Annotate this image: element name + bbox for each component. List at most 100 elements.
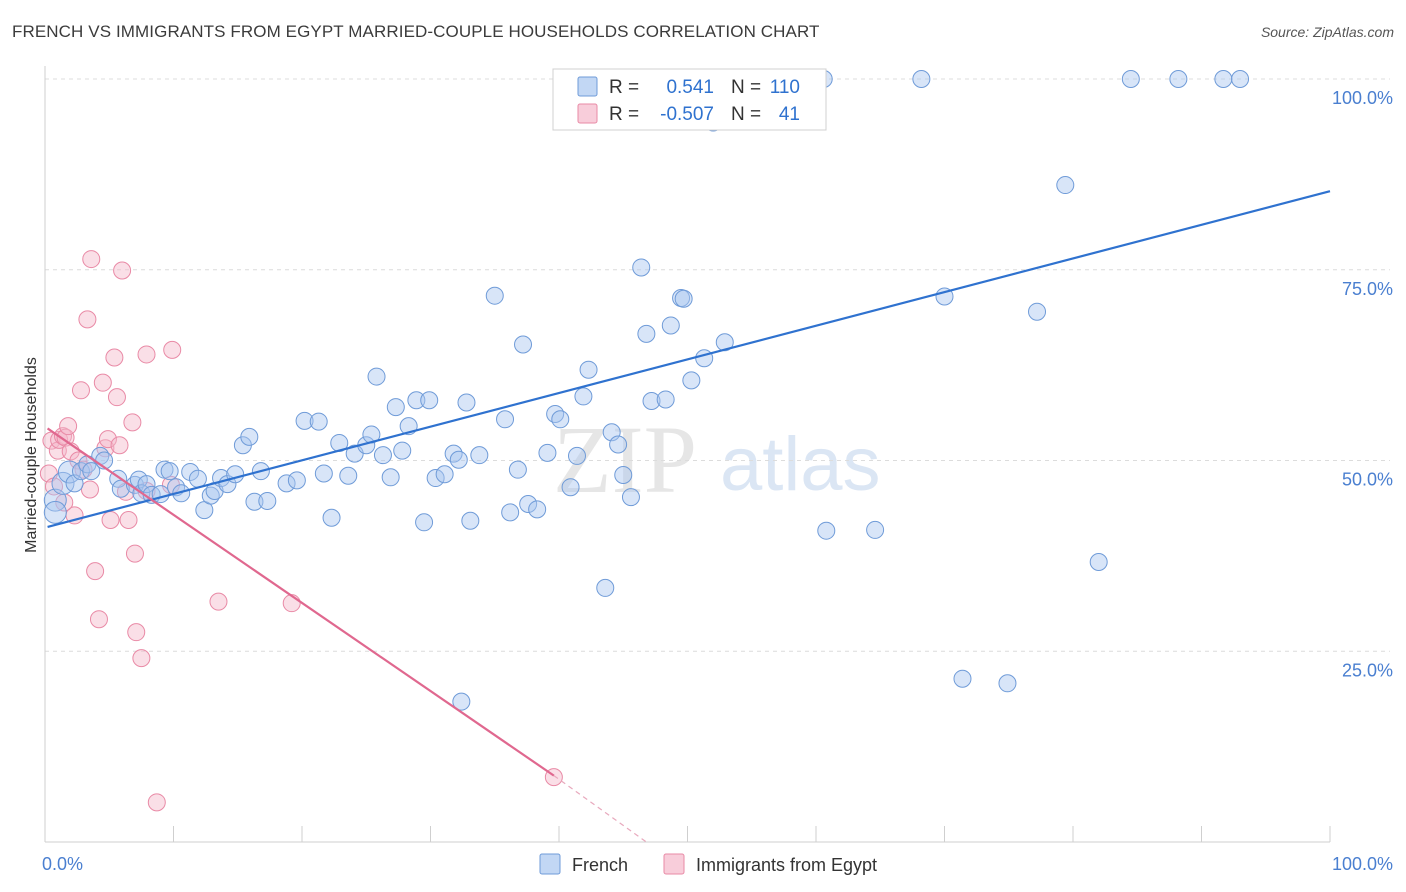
french-point: [43, 500, 67, 524]
french-point: [452, 692, 471, 711]
french-r-value: 0.541: [666, 77, 714, 98]
french-point: [367, 367, 386, 386]
egypt-point: [107, 388, 126, 407]
french-point: [817, 521, 836, 540]
egypt-point: [132, 649, 151, 668]
french-point: [485, 286, 504, 305]
french-point: [295, 411, 314, 430]
egypt-point: [125, 544, 144, 563]
french-point: [314, 464, 333, 483]
egypt-point: [209, 592, 228, 611]
french-point: [111, 479, 130, 498]
egypt-point: [163, 340, 182, 359]
french-point: [71, 462, 90, 481]
x-tick-label-1: 100.0%: [1332, 854, 1393, 874]
egypt-point: [86, 562, 105, 581]
french-point: [309, 412, 328, 431]
egypt-n-label: N =: [731, 104, 761, 125]
french-point: [181, 462, 200, 481]
french-point: [160, 462, 179, 481]
egypt-point: [137, 345, 156, 364]
y-tick-label-1: 50.0%: [1342, 470, 1393, 490]
french-point: [501, 503, 520, 522]
egypt-point: [113, 261, 132, 280]
legend-french-label: French: [572, 855, 628, 875]
egypt-point: [56, 428, 75, 447]
french-r-label: R =: [609, 77, 639, 98]
french-point: [596, 578, 615, 597]
french-point: [953, 669, 972, 688]
french-point: [912, 70, 931, 88]
french-point: [637, 324, 656, 343]
egypt-point: [82, 250, 101, 269]
french-point: [245, 492, 264, 511]
french-point: [661, 316, 680, 335]
axes: [44, 66, 1331, 843]
egypt-point: [127, 623, 146, 642]
french-point: [621, 488, 640, 507]
french-point: [435, 465, 454, 484]
french-point: [546, 404, 565, 423]
egypt-point: [80, 480, 99, 499]
y-tick-label-3: 100.0%: [1332, 88, 1393, 108]
french-series: [43, 70, 1250, 711]
egypt-point: [110, 436, 129, 455]
legend-egypt-swatch: [663, 853, 685, 875]
french-point: [426, 469, 445, 488]
french-point: [373, 446, 392, 465]
source-label: Source: ZipAtlas.com: [1260, 24, 1394, 40]
egypt-r-value: -0.507: [660, 104, 714, 125]
egypt-point: [78, 310, 97, 329]
french-point: [642, 391, 661, 410]
y-axis-label: Married-couple Households: [23, 357, 40, 553]
watermark: ZIP atlas: [553, 406, 881, 513]
french-point: [449, 450, 468, 469]
egypt-r-label: R =: [609, 104, 639, 125]
french-point: [551, 410, 570, 429]
french-point: [609, 435, 628, 454]
french-swatch: [577, 76, 598, 97]
french-point: [277, 474, 296, 493]
french-point: [514, 335, 533, 354]
french-point: [561, 478, 580, 497]
egypt-point: [105, 348, 124, 367]
egypt-trend-extension: [553, 775, 647, 843]
french-point: [137, 475, 156, 494]
french-point: [386, 398, 405, 417]
french-point: [461, 511, 480, 530]
french-point: [188, 469, 207, 488]
legend-egypt-label: Immigrants from Egypt: [696, 855, 877, 875]
stats-legend-box: [552, 68, 827, 131]
egypt-point: [98, 430, 117, 449]
egypt-point: [89, 610, 108, 629]
french-n-value: 110: [770, 77, 800, 98]
french-point: [415, 513, 434, 532]
egypt-point: [119, 511, 138, 530]
watermark-zip: ZIP: [553, 406, 697, 513]
french-point: [508, 460, 527, 479]
french-point: [470, 446, 489, 465]
french-point: [407, 391, 426, 410]
french-point: [444, 444, 463, 463]
y-tick-label-2: 75.0%: [1342, 279, 1393, 299]
egypt-swatch: [577, 103, 598, 124]
trend-lines: [46, 190, 1331, 843]
french-point: [528, 500, 547, 519]
french-point: [1231, 70, 1250, 88]
french-point: [538, 443, 557, 462]
french-point: [614, 465, 633, 484]
egypt-point: [59, 417, 78, 436]
french-point: [457, 393, 476, 412]
french-point: [519, 494, 538, 513]
stats-legend: R = 0.541 N = 110 R = -0.507 N = 41: [552, 68, 827, 131]
french-point: [632, 258, 651, 277]
french-point: [151, 485, 170, 504]
egypt-point: [123, 413, 142, 432]
french-trend-line: [47, 190, 1331, 528]
french-point: [339, 466, 358, 485]
french-point: [656, 390, 675, 409]
french-point: [82, 462, 101, 481]
french-point: [381, 468, 400, 487]
french-point: [674, 289, 693, 308]
french-point: [567, 446, 586, 465]
